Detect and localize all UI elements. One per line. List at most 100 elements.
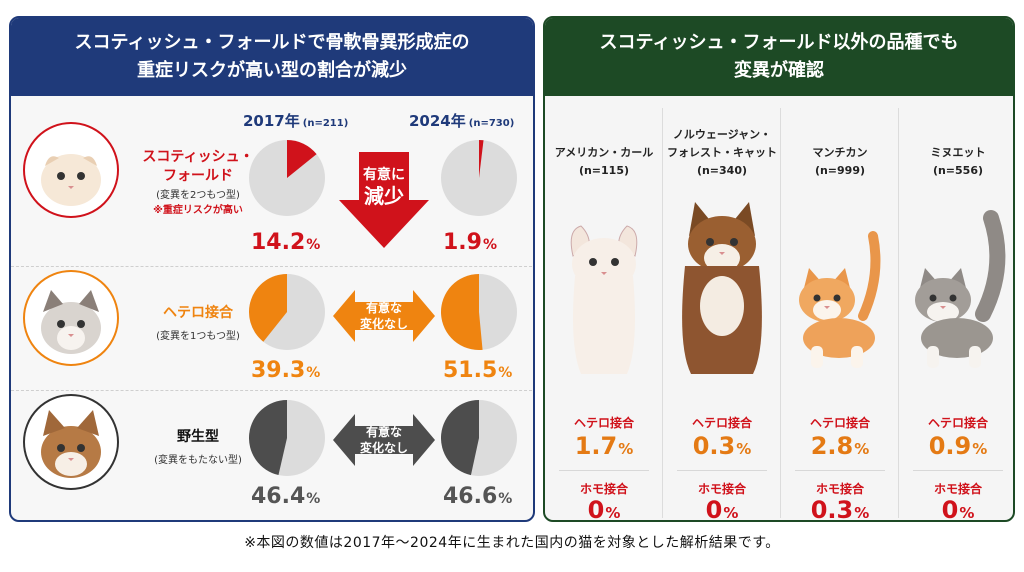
hetero-value: 0.3%	[663, 432, 781, 460]
pct-value: 1.9	[443, 230, 482, 255]
homo-number: 0	[941, 496, 959, 522]
breed-column-norwegian-forest-cat: ノルウェージャン・ フォレスト・キャット (n=340) ヘテロ接合 0.3% …	[663, 96, 781, 522]
column-separator	[662, 108, 663, 518]
breed-name: ノルウェージャン・ フォレスト・キャット (n=340)	[663, 126, 781, 180]
pie-slice-hetero-2024	[441, 274, 483, 350]
right-title-line1: スコティッシュ・フォールド以外の品種でも	[599, 32, 959, 53]
pct-wild-2017: 46.4%	[251, 484, 320, 509]
breed-n: (n=340)	[696, 164, 748, 177]
scottish-fold-avatar	[23, 122, 119, 218]
unit: %	[959, 504, 975, 522]
hetero-number: 0.9	[928, 432, 972, 460]
cat-illustration-icon	[682, 202, 762, 374]
type-desc: (変異を1つもつ型)	[156, 331, 240, 342]
homo-value: 0%	[899, 496, 1013, 522]
hetero-label: ヘテロ接合	[927, 416, 988, 430]
year-2017-label: 2017年	[243, 112, 300, 130]
hetero-number: 0.3	[692, 432, 736, 460]
pie-wild-2024	[441, 400, 517, 476]
type-note: ※重症リスクが高い	[153, 205, 243, 216]
hetero-label: ヘテロ接合	[691, 416, 752, 430]
column-separator	[780, 108, 781, 518]
pct-wild-2024: 46.6%	[443, 484, 512, 509]
pie-slice-hetero-2017	[249, 274, 287, 342]
arrow-label-nochange: 有意な 変化なし	[333, 300, 435, 332]
homo-number: 0.3	[810, 496, 854, 522]
cat-face-icon	[41, 154, 101, 206]
pct-value: 51.5	[443, 358, 498, 383]
pie-hetero-2024	[441, 274, 517, 350]
breed-name-line1: アメリカン・カール	[554, 146, 654, 159]
row-separator	[11, 390, 533, 391]
breed-name-line1: マンチカン	[812, 146, 868, 159]
pct-hetero-2024: 51.5%	[443, 358, 512, 383]
row-hetero-labels: ヘテロ接合 (変異を1つもつ型)	[123, 304, 273, 342]
homo-label: ホモ接合	[697, 482, 746, 496]
breed-column-american-curl: アメリカン・カール (n=115) ヘテロ接合 1.7% ホモ接合 0%	[545, 96, 663, 522]
hetero-label: ヘテロ接合	[573, 416, 634, 430]
year-2024-label: 2024年	[409, 112, 466, 130]
homo-label: ホモ接合	[579, 482, 628, 496]
unit: %	[854, 504, 870, 522]
pct-hetero-2017: 39.3%	[251, 358, 320, 383]
arrow-down-icon	[339, 152, 429, 248]
row-scottish-labels: スコティッシュ・ フォールド (変異を2つもつ型) ※重症リスクが高い	[123, 148, 273, 216]
pct-value: 14.2	[251, 230, 306, 255]
pie-slice-wild-2017	[249, 400, 287, 476]
breed-n: (n=115)	[578, 164, 630, 177]
divider	[913, 470, 1003, 471]
unit: %	[605, 504, 621, 522]
double-arrow-icon	[333, 414, 435, 466]
pct-unit: %	[498, 491, 513, 507]
year-2024-header: 2024年 (n=730)	[409, 110, 514, 131]
homo-number: 0	[705, 496, 723, 522]
unit: %	[723, 504, 739, 522]
homo-value: 0%	[545, 496, 663, 522]
right-title-line2: 変異が確認	[734, 60, 824, 81]
type-desc: (変異をもたない型)	[154, 455, 242, 466]
breed-column-munchkin: マンチカン (n=999) ヘテロ接合 2.8% ホモ接合 0.3%	[781, 96, 899, 522]
hetero-label: ヘテロ接合	[809, 416, 870, 430]
cat-face-icon	[41, 410, 101, 478]
cat-face-icon	[41, 290, 101, 354]
pct-unit: %	[306, 365, 321, 381]
breed-n: (n=999)	[814, 164, 866, 177]
right-panel: スコティッシュ・フォールド以外の品種でも 変異が確認 アメリカン・カール (n=…	[543, 16, 1015, 522]
pie-hetero-2017	[249, 274, 325, 350]
divider	[795, 470, 885, 471]
year-2017-header: 2017年 (n=211)	[243, 110, 348, 131]
pct-unit: %	[498, 365, 513, 381]
pie-slice-scottish-2017	[287, 140, 317, 178]
homo-value: 0.3%	[781, 496, 899, 522]
breed-name-line2: フォレスト・キャット	[667, 146, 777, 159]
breed-name: ミヌエット (n=556)	[899, 144, 1013, 180]
breed-name: アメリカン・カール (n=115)	[545, 144, 663, 180]
row-separator	[11, 266, 533, 267]
right-panel-header: スコティッシュ・フォールド以外の品種でも 変異が確認	[545, 18, 1013, 96]
breed-n: (n=556)	[932, 164, 984, 177]
wild-type-avatar	[23, 394, 119, 490]
breed-column-minuet: ミヌエット (n=556) ヘテロ接合 0.9% ホモ接合 0%	[899, 96, 1013, 522]
breed-name: マンチカン (n=999)	[781, 144, 899, 180]
pct-scottish-2024: 1.9%	[443, 230, 497, 255]
homo-label: ホモ接合	[815, 482, 864, 496]
pie-slice-scottish-2024	[479, 140, 484, 178]
homo-number: 0	[587, 496, 605, 522]
double-arrow-icon	[333, 290, 435, 342]
pct-unit: %	[306, 237, 321, 253]
divider	[559, 470, 649, 471]
unit: %	[736, 440, 752, 458]
breed-name-line1: ミヌエット	[930, 146, 986, 159]
arrow-label-line1: 有意な	[365, 425, 402, 439]
cat-illustration-icon	[570, 225, 638, 374]
left-panel: スコティッシュ・フォールドで骨軟骨異形成症の 重症リスクが高い型の割合が減少 2…	[9, 16, 535, 522]
pct-unit: %	[482, 237, 498, 253]
pct-unit: %	[306, 491, 321, 507]
type-desc: (変異を2つもつ型)	[156, 190, 240, 201]
type-name-line1: 野生型	[177, 429, 219, 445]
row-wild-labels: 野生型 (変異をもたない型)	[123, 428, 273, 466]
homo-label: ホモ接合	[933, 482, 982, 496]
divider	[677, 470, 767, 471]
type-name-line2: フォールド	[163, 168, 233, 184]
pie-wild-2017	[249, 400, 325, 476]
